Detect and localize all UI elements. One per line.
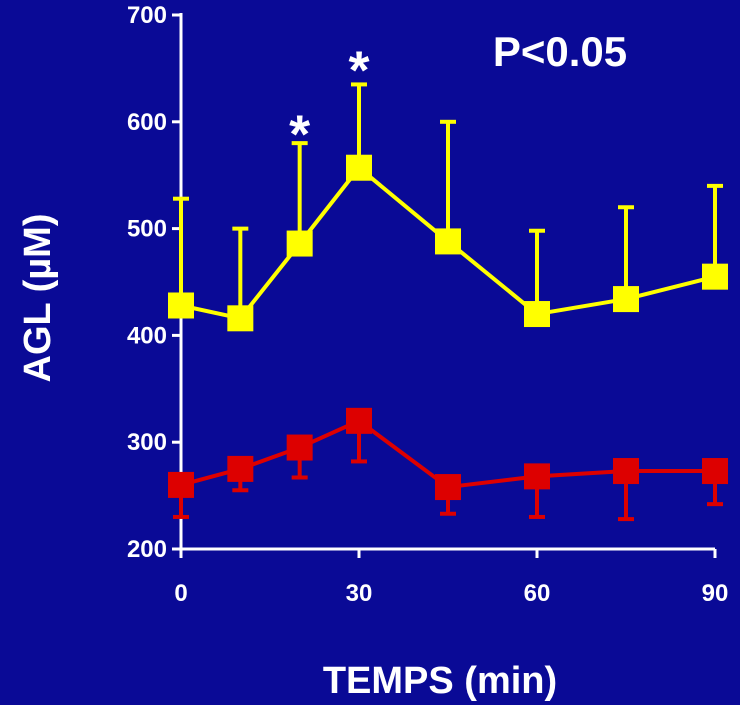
x-axis-title: TEMPS (min) [323, 660, 557, 702]
data-point [286, 230, 313, 257]
data-point [346, 407, 372, 434]
data-point [613, 286, 639, 313]
data-point [168, 471, 194, 498]
y-tick-label: 700 [127, 2, 167, 29]
data-point [702, 263, 728, 290]
significance-marker: * [289, 104, 310, 164]
data-point [435, 228, 461, 255]
data-point [227, 305, 254, 332]
y-tick-label: 600 [127, 109, 167, 136]
y-tick-label: 400 [127, 322, 167, 349]
series-layer [168, 82, 728, 522]
axes: 200 300 400 500 600 700 0 30 60 90 [127, 2, 728, 607]
data-point [227, 455, 254, 482]
series-0 [168, 82, 728, 332]
p-value-label: P<0.05 [493, 28, 627, 75]
x-tick-label: 0 [174, 580, 187, 607]
data-point [286, 434, 313, 461]
y-tick-label: 500 [127, 216, 167, 243]
data-point [524, 463, 550, 490]
x-tick-label: 30 [346, 580, 373, 607]
data-point [168, 292, 194, 319]
significance-marker: * [348, 40, 369, 100]
data-point [524, 301, 550, 328]
data-point [613, 458, 639, 485]
y-tick-label: 300 [127, 429, 167, 456]
data-point [346, 154, 372, 181]
series-1 [168, 407, 728, 522]
annotations: * * P<0.05 [289, 28, 627, 164]
x-tick-label: 90 [702, 580, 729, 607]
data-point [435, 474, 461, 501]
y-tick-label: 200 [127, 536, 167, 563]
y-axis-title: AGL (µM) [17, 214, 59, 383]
x-tick-label: 60 [524, 580, 551, 607]
data-point [702, 458, 728, 485]
